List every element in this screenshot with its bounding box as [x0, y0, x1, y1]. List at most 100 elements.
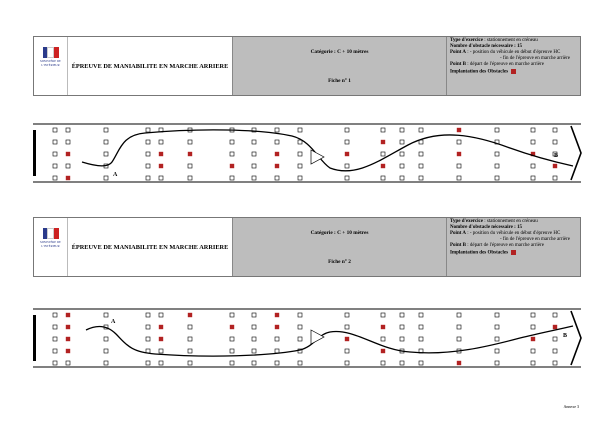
obstacle-red: [65, 175, 71, 181]
footer-annex: Annexe 3: [563, 404, 579, 409]
obstacle-cone: [297, 360, 303, 366]
obstacle-red: [344, 336, 350, 342]
sheet-title: ÉPREUVE DE MANIABILITE EN MARCHE ARRIERE: [68, 218, 233, 276]
obstacle-cone: [399, 127, 405, 133]
sheet-title: ÉPREUVE DE MANIABILITE EN MARCHE ARRIERE: [68, 37, 233, 95]
marker-b-2: B: [563, 333, 567, 339]
obstacle-cone: [52, 360, 58, 366]
obstacle-cone: [145, 139, 151, 145]
obstacle-cone: [52, 312, 58, 318]
point-a-value: : - position du véhicule en début d'épre…: [465, 231, 561, 236]
obstacle-cone: [52, 151, 58, 157]
obstacle-cone: [552, 127, 558, 133]
french-flag-icon: [42, 228, 59, 239]
obstacle-cone: [552, 360, 558, 366]
course-1-layout: [33, 123, 582, 183]
obstacle-cone: [229, 312, 235, 318]
obstacle-cone: [103, 360, 109, 366]
obstacle-cone: [418, 151, 424, 157]
obstacle-cone: [145, 175, 151, 181]
point-a-value: : - position du véhicule en début d'épre…: [465, 50, 561, 55]
obstacle-count: Nombre d'obstacle nécessaire : 15: [450, 225, 523, 230]
obstacle-cone: [380, 127, 386, 133]
obstacle-red: [274, 312, 280, 318]
obstacle-cone: [103, 348, 109, 354]
sheet-1-header: MINISTÈRE DE L'INTÉRIEUR ÉPREUVE DE MANI…: [33, 36, 581, 96]
obstacle-red: [65, 312, 71, 318]
obstacle-cone: [158, 312, 164, 318]
obstacle-cone: [530, 175, 536, 181]
obstacle-cone: [274, 360, 280, 366]
obstacle-cone: [297, 127, 303, 133]
obstacle-cone: [297, 175, 303, 181]
vehicle-trajectory: [81, 129, 574, 172]
ministry-logo: MINISTÈRE DE L'INTÉRIEUR: [34, 37, 68, 95]
ministry-logo: MINISTÈRE DE L'INTÉRIEUR: [34, 218, 68, 276]
obstacle-cone: [344, 324, 350, 330]
obstacle-red: [229, 324, 235, 330]
obstacle-cone: [158, 139, 164, 145]
obstacle-cone: [52, 163, 58, 169]
obstacle-cone: [187, 139, 193, 145]
point-b-label: Point B: [450, 62, 466, 67]
logo-text: MINISTÈRE DE L'INTÉRIEUR: [40, 59, 61, 67]
start-bar: [33, 315, 36, 361]
obstacle-count: Nombre d'obstacle nécessaire : 15: [450, 44, 523, 49]
obstacle-cone: [399, 360, 405, 366]
obstacle-cone: [103, 127, 109, 133]
start-bar: [33, 130, 36, 176]
direction-arrow-icon: [310, 329, 325, 345]
obstacle-cone: [145, 127, 151, 133]
obstacle-red: [380, 324, 386, 330]
obstacle-cone: [145, 324, 151, 330]
obstacle-cone: [418, 336, 424, 342]
point-a-extra: - fin de l'épreuve en marche arrière: [500, 56, 571, 61]
obstacle-cone: [65, 127, 71, 133]
obstacle-cone: [251, 127, 257, 133]
exercise-type-value: : stationnement en créneau: [483, 219, 538, 224]
obstacle-red: [158, 336, 164, 342]
obstacle-cone: [530, 163, 536, 169]
vehicle-trajectory: [85, 325, 574, 357]
obstacle-cone: [103, 324, 109, 330]
obstacle-red: [274, 151, 280, 157]
obstacle-red: [552, 324, 558, 330]
obstacle-cone: [274, 175, 280, 181]
obstacle-cone: [65, 139, 71, 145]
obstacle-cone: [418, 163, 424, 169]
obstacle-cone: [229, 139, 235, 145]
obstacle-cone: [251, 348, 257, 354]
obstacle-cone: [158, 348, 164, 354]
legend-label: Implantation des Obstacles: [450, 250, 509, 256]
obstacle-cone: [52, 348, 58, 354]
obstacle-legend-swatch: [511, 69, 517, 74]
point-a-label: Point A: [450, 50, 466, 55]
obstacle-cone: [344, 127, 350, 133]
obstacle-cone: [297, 139, 303, 145]
obstacle-red: [274, 324, 280, 330]
sheet-number: Fiche n° 1: [328, 77, 351, 84]
obstacle-red: [456, 151, 462, 157]
obstacle-cone: [530, 324, 536, 330]
logo-text: MINISTÈRE DE L'INTÉRIEUR: [40, 240, 61, 248]
obstacle-cone: [187, 127, 193, 133]
obstacle-red: [380, 163, 386, 169]
obstacle-cone: [103, 151, 109, 157]
obstacle-cone: [145, 360, 151, 366]
obstacle-cone: [530, 127, 536, 133]
obstacle-cone: [418, 324, 424, 330]
obstacle-cone: [103, 336, 109, 342]
obstacle-cone: [399, 175, 405, 181]
obstacle-cone: [344, 163, 350, 169]
obstacle-cone: [158, 175, 164, 181]
obstacle-red: [65, 151, 71, 157]
obstacle-cone: [297, 336, 303, 342]
obstacle-cone: [251, 151, 257, 157]
obstacle-cone: [456, 348, 462, 354]
obstacle-cone: [145, 336, 151, 342]
obstacle-red: [187, 312, 193, 318]
obstacle-cone: [380, 360, 386, 366]
category-label: Catégorie : C + 10 mètres: [310, 48, 369, 55]
legend-label: Implantation des Obstacles: [450, 69, 509, 75]
obstacle-cone: [456, 324, 462, 330]
